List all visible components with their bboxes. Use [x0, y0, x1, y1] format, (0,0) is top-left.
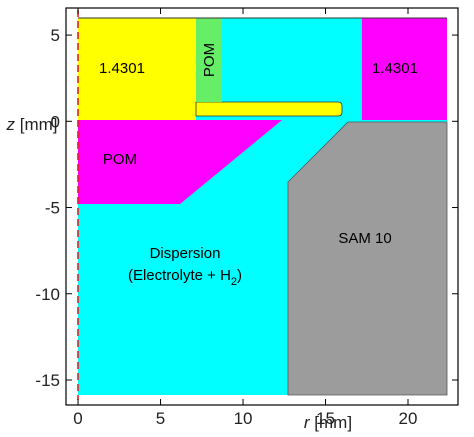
region-label: POM: [201, 43, 218, 77]
region-label: Dispersion: [150, 245, 221, 262]
x-axis-label: r [mm]: [304, 413, 352, 432]
x-tick-label: 5: [156, 409, 165, 428]
label-part: z: [6, 115, 16, 134]
label-part: r: [304, 413, 311, 432]
region-label: 1.4301: [372, 60, 418, 77]
region-label: (Electrolyte + H2): [128, 267, 242, 288]
label-part: (Electrolyte + H: [128, 267, 231, 284]
pom-top-region: [196, 18, 222, 102]
steel-left-region: [78, 18, 196, 120]
label-part: [mm]: [310, 413, 353, 432]
y-tick-label: 0: [51, 112, 60, 131]
y-tick-label: -10: [35, 285, 60, 304]
y-tick-label: -15: [35, 371, 60, 390]
x-tick-label: 15: [316, 409, 335, 428]
region-label: SAM 10: [338, 230, 391, 247]
label-part: ): [237, 267, 242, 284]
steel-right-region: [362, 18, 447, 120]
pom-left-region: [78, 120, 282, 204]
x-tick-label: 20: [399, 409, 418, 428]
y-tick-label: -5: [45, 199, 60, 218]
label-part: [mm]: [15, 115, 58, 134]
y-tick-label: 5: [51, 26, 60, 45]
steel-arm: [195, 101, 343, 117]
x-tick-label: 0: [73, 409, 82, 428]
x-tick-label: 10: [234, 409, 253, 428]
region-label: POM: [103, 151, 137, 168]
y-axis-label: z [mm]: [6, 115, 58, 134]
region-label: 1.4301: [99, 60, 145, 77]
plot-frame: [65, 7, 459, 406]
label-subscript: 2: [231, 276, 237, 288]
sam-region: [287, 121, 448, 396]
